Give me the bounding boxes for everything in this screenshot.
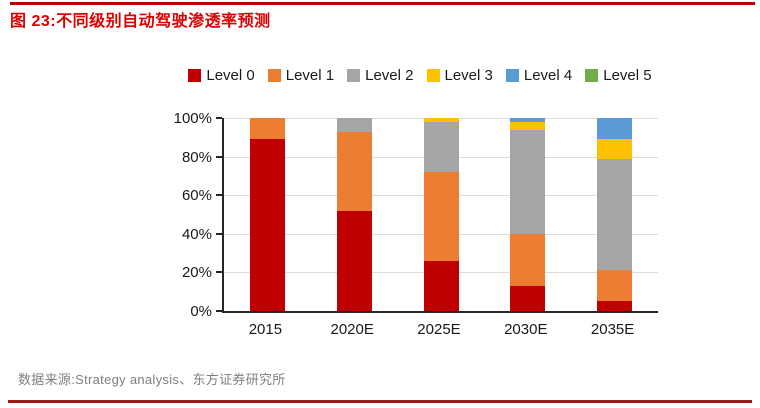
legend-label: Level 3: [444, 66, 493, 84]
y-axis-tick: [216, 155, 222, 158]
legend-swatch: [585, 68, 599, 82]
legend-label: Level 2: [365, 66, 414, 84]
x-axis-label: 2025E: [417, 321, 461, 338]
bar-segment-level-2: [336, 118, 372, 132]
legend-item-level-0: Level 0: [188, 66, 255, 84]
bar-segment-level-1: [249, 118, 285, 140]
bar-2025E: [423, 118, 459, 311]
bar-segment-level-2: [510, 129, 546, 234]
bar-segment-level-1: [510, 233, 546, 286]
y-axis-label: 20%: [181, 264, 212, 282]
bar-segment-level-0: [423, 260, 459, 311]
y-axis-tick: [216, 117, 222, 119]
y-axis-tick: [216, 232, 222, 235]
legend-swatch: [347, 68, 361, 82]
bar-segment-level-1: [423, 172, 459, 261]
bar-segment-level-4: [510, 118, 546, 122]
y-axis-label: 100%: [173, 110, 212, 127]
legend-swatch: [426, 68, 440, 82]
bar-segment-level-0: [249, 139, 285, 311]
legend-item-level-4: Level 4: [505, 66, 573, 84]
bar-segment-level-2: [423, 121, 459, 173]
y-axis-label: 0%: [190, 303, 212, 320]
bar-2030E: [510, 118, 546, 311]
x-axis-label: 2030E: [504, 321, 548, 338]
legend-item-level-5: Level 5: [585, 66, 652, 84]
bar-2015: [249, 118, 285, 311]
bar-segment-level-3: [597, 139, 633, 159]
y-axis-tick: [216, 271, 222, 274]
bar-2020E: [336, 118, 372, 311]
figure-title: 图 23:不同级别自动驾驶渗透率预测: [10, 13, 271, 30]
legend-item-level-1: Level 1: [267, 66, 335, 84]
y-axis-label: 60%: [181, 187, 212, 205]
bar-segment-level-1: [336, 131, 372, 211]
bar-segment-level-2: [597, 158, 633, 271]
bar-segment-level-4: [597, 118, 633, 140]
legend-item-level-2: Level 2: [347, 66, 414, 84]
bar-segment-level-0: [597, 301, 633, 311]
bar-2035E: [597, 118, 633, 311]
x-axis-label: 2020E: [330, 321, 374, 338]
chart-legend: Level 0 Level 1 Level 2 Level 3 Level 4 Level…: [140, 64, 700, 86]
bar-segment-level-0: [336, 210, 372, 311]
legend-swatch: [505, 68, 519, 82]
top-accent-rule: [10, 2, 755, 5]
y-axis-label: 40%: [181, 225, 212, 243]
plot-area: [216, 117, 658, 313]
legend-label: Level 4: [523, 66, 573, 84]
legend-swatch: [188, 68, 202, 82]
bottom-accent-rule: [8, 400, 752, 403]
bar-segment-level-3: [423, 118, 459, 122]
y-axis-labels: 0% 20% 40% 60% 80% 100%: [0, 110, 212, 320]
legend-label: Level 5: [603, 66, 652, 84]
y-axis-label: 80%: [181, 148, 212, 166]
legend-swatch: [267, 68, 281, 82]
data-source-note: 数据来源:Strategy analysis、东方证券研究所: [18, 372, 286, 387]
bar-segment-level-3: [510, 121, 546, 130]
legend-label: Level 1: [285, 66, 335, 84]
bar-segment-level-1: [597, 270, 633, 302]
y-axis-tick: [216, 194, 222, 197]
legend-label: Level 0: [206, 66, 255, 84]
x-axis-labels: 2015 2020E 2025E 2030E 2035E: [222, 321, 658, 341]
y-axis-tick: [216, 310, 222, 312]
bar-segment-level-0: [510, 285, 546, 311]
x-axis-label: 2035E: [590, 321, 635, 338]
legend-item-level-3: Level 3: [426, 66, 493, 84]
x-axis-label: 2015: [248, 321, 283, 338]
